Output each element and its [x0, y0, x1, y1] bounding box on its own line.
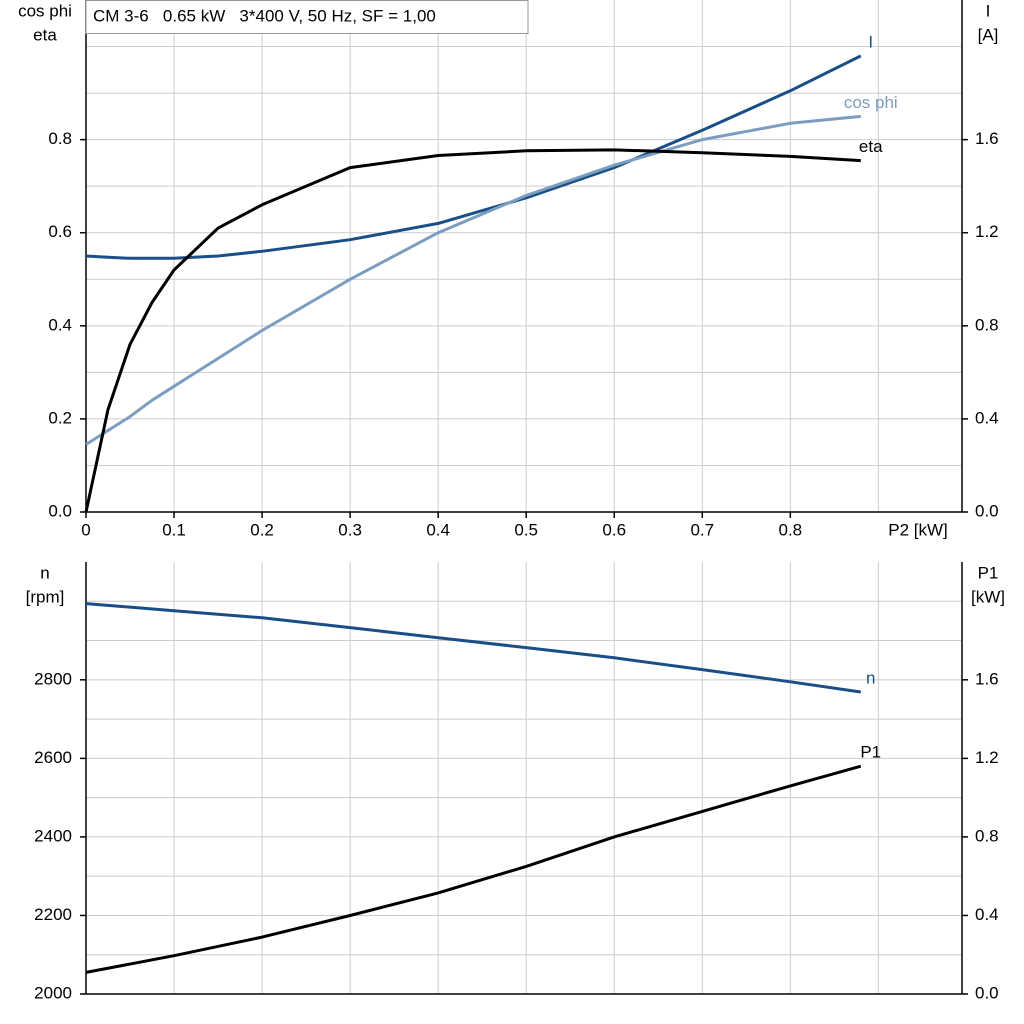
y-tick-label: 2800: [34, 669, 72, 688]
series-line: [84, 148, 861, 513]
y2-tick-label: 0.4: [975, 905, 999, 924]
x-tick-label: 0.8: [779, 520, 803, 539]
x-tick-label: 0.2: [250, 520, 274, 539]
y2-tick-label: 1.6: [975, 129, 999, 148]
y-axis-label: cos phi: [18, 1, 72, 20]
x-tick-label: 0.4: [426, 520, 450, 539]
y2-axis-label: [A]: [978, 25, 999, 44]
x-tick-label: 0.1: [162, 520, 186, 539]
y-axis-label: n: [40, 563, 49, 582]
y-axis-label: [rpm]: [26, 587, 65, 606]
series-label: cos phi: [844, 93, 898, 112]
y2-tick-label: 0.0: [975, 501, 999, 520]
x-tick-label: 0.7: [690, 520, 714, 539]
y-tick-label: 0.6: [48, 222, 72, 241]
y-tick-label: 0.4: [48, 315, 72, 334]
y2-tick-label: 1.2: [975, 222, 999, 241]
y2-axis-label: I: [986, 1, 991, 20]
y2-axis-label: [kW]: [971, 587, 1005, 606]
y2-tick-label: 0.0: [975, 983, 999, 1002]
x-tick-label: 0: [81, 520, 90, 539]
y-tick-label: 0.0: [48, 501, 72, 520]
y2-axis-label: P1: [978, 563, 999, 582]
series-line: [85, 602, 862, 694]
y-tick-label: 0.2: [48, 408, 72, 427]
y-tick-label: 2400: [34, 826, 72, 845]
y-tick-label: 2200: [34, 905, 72, 924]
x-axis-label: P2 [kW]: [888, 520, 948, 539]
title-box: [85, 0, 529, 34]
chart-title: CM 3-6 0.65 kW 3*400 V, 50 Hz, SF = 1,00: [93, 6, 436, 25]
series-label: I: [868, 32, 873, 51]
y2-tick-label: 0.4: [975, 408, 999, 427]
y-axis-label: eta: [33, 25, 57, 44]
series-label: n: [866, 668, 875, 687]
series-line: [85, 764, 862, 974]
y2-tick-label: 0.8: [975, 826, 999, 845]
y2-tick-label: 1.2: [975, 748, 999, 767]
series-line: [85, 54, 862, 260]
x-tick-label: 0.6: [602, 520, 626, 539]
x-tick-label: 0.5: [514, 520, 538, 539]
series-line: [85, 114, 861, 446]
y-tick-label: 2600: [34, 748, 72, 767]
x-tick-label: 0.3: [338, 520, 362, 539]
y2-tick-label: 1.6: [975, 669, 999, 688]
y-tick-label: 2000: [34, 983, 72, 1002]
y2-tick-label: 0.8: [975, 315, 999, 334]
y-tick-label: 0.8: [48, 129, 72, 148]
series-label: P1: [860, 743, 881, 762]
series-label: eta: [859, 137, 883, 156]
